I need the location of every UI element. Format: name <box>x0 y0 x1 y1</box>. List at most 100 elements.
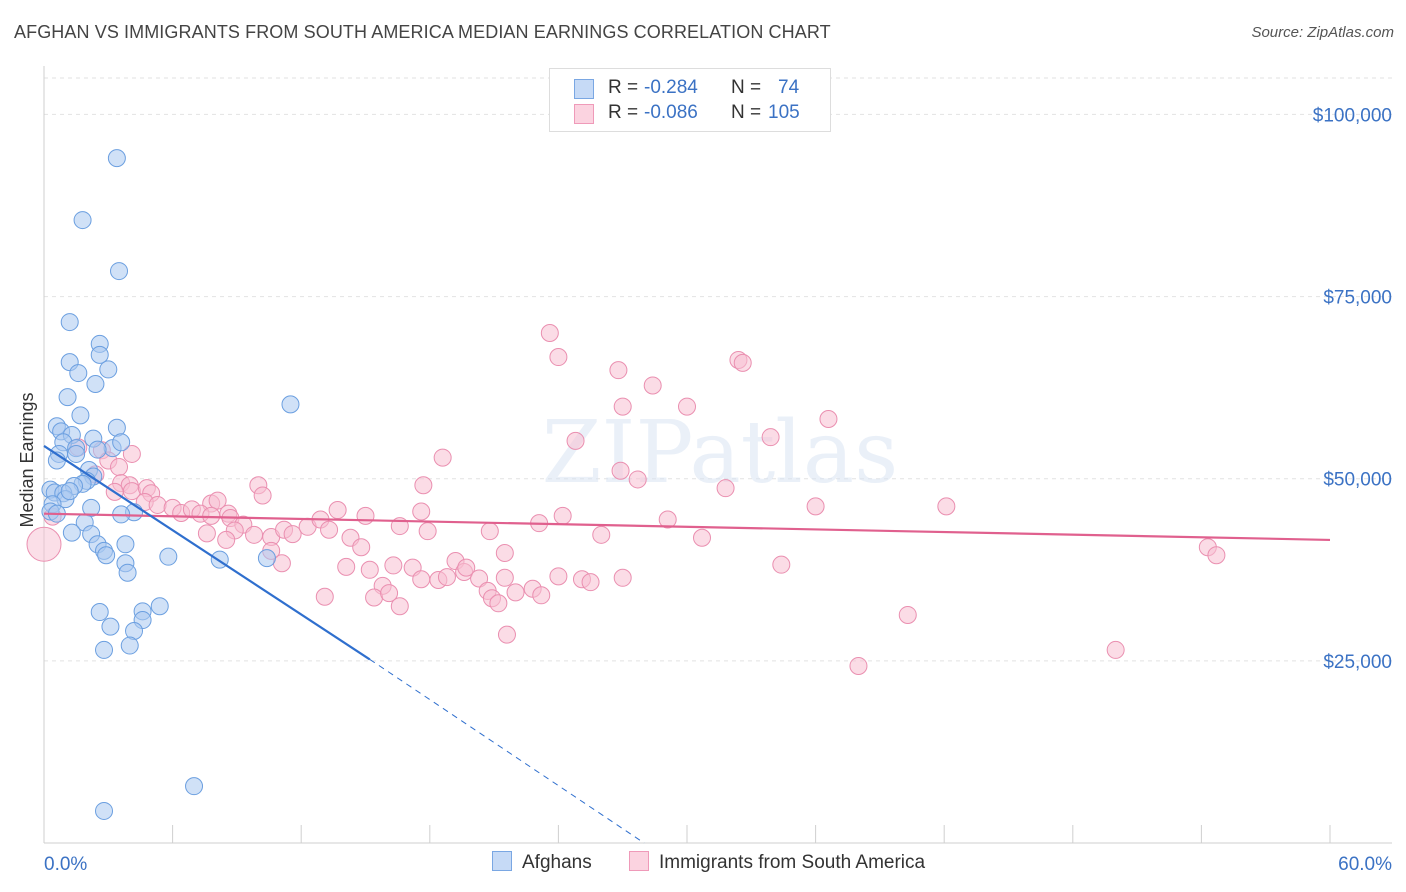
scatter-point-immigrants <box>122 444 141 463</box>
scatter-point-immigrants <box>217 530 236 549</box>
legend-n-label: N = <box>731 77 762 98</box>
scatter-point-immigrants <box>733 353 752 372</box>
y-tick-label: $75,000 <box>1323 288 1392 309</box>
scatter-point-immigrants <box>540 324 559 342</box>
scatter-point-afghans <box>112 433 131 452</box>
bottom-legend-swatch-afghans <box>492 851 512 871</box>
scatter-point-immigrants <box>761 428 780 447</box>
axis-labels: $25,000 $50,000 $75,000 $100,000 0.0% 60.0% Me… <box>17 105 1392 875</box>
legend-r-value: -0.284 <box>644 77 698 98</box>
x-tick-label-max: 60.0% <box>1338 854 1392 875</box>
scatter-point-immigrants <box>384 556 403 575</box>
scatter-point-immigrants <box>506 583 525 602</box>
axes-layer <box>43 66 1392 844</box>
scatter-point-afghans <box>90 603 109 622</box>
scatter-point-immigrants <box>320 520 339 539</box>
scatter-point-immigrants <box>806 497 825 516</box>
scatter-point-immigrants <box>208 491 227 510</box>
bottom-legend-swatch-immigrants <box>629 851 649 871</box>
scatter-point-immigrants <box>549 348 568 367</box>
scatter-point-immigrants <box>202 506 221 525</box>
scatter-point-afghans <box>71 406 90 425</box>
series-immigrants-points <box>26 324 1226 675</box>
legend-swatch-afghans <box>574 79 594 99</box>
scatter-point-immigrants <box>592 525 611 544</box>
scatter-point-afghans <box>62 523 81 542</box>
scatter-point-afghans <box>118 563 137 582</box>
scatter-point-immigrants <box>470 569 489 588</box>
scatter-point-immigrants <box>1106 640 1125 659</box>
scatter-point-immigrants <box>418 522 437 541</box>
scatter-point-immigrants <box>380 584 399 603</box>
scatter-point-immigrants <box>480 522 499 541</box>
scatter-point-immigrants <box>937 497 956 516</box>
scatter-point-afghans <box>97 546 116 565</box>
scatter-point-immigrants <box>772 555 791 574</box>
scatter-point-immigrants <box>613 397 632 416</box>
scatter-point-immigrants <box>613 568 632 587</box>
scatter-point-immigrants <box>390 597 409 616</box>
legend-swatch-immigrants <box>574 104 594 124</box>
scatter-point-immigrants <box>1207 546 1226 565</box>
scatter-point-immigrants <box>658 510 677 529</box>
chart-title: AFGHAN VS IMMIGRANTS FROM SOUTH AMERICA … <box>14 22 831 42</box>
scatter-point-immigrants <box>412 502 431 521</box>
scatter-point-immigrants <box>412 570 431 589</box>
scatter-point-immigrants <box>716 479 735 498</box>
scatter-point-afghans <box>88 440 107 459</box>
scatter-point-immigrants <box>197 524 216 543</box>
trend-line-immigrants <box>43 512 1331 542</box>
series-afghans-points <box>41 149 300 820</box>
scatter-point-immigrants <box>328 501 347 520</box>
scatter-point-immigrants <box>581 573 600 592</box>
legend-n-label: N = <box>731 102 762 123</box>
scatter-point-immigrants <box>315 587 334 606</box>
scatter-point-immigrants <box>253 486 272 505</box>
scatter-point-afghans <box>60 482 79 501</box>
scatter-point-afghans <box>116 535 135 554</box>
scatter-point-immigrants <box>414 476 433 495</box>
scatter-point-immigrants <box>566 431 585 450</box>
scatter-point-immigrants <box>495 544 514 563</box>
bottom-legend-afghans: Afghans <box>492 851 592 874</box>
scatter-point-afghans <box>281 395 300 414</box>
scatter-point-immigrants <box>849 656 868 675</box>
scatter-point-afghans <box>69 364 88 383</box>
scatter-point-immigrants <box>245 525 264 544</box>
scatter-point-immigrants <box>643 376 662 395</box>
scatter-point-afghans <box>95 801 114 820</box>
scatter-point-afghans <box>86 375 105 393</box>
scatter-point-immigrants <box>609 361 628 380</box>
legend-n-value: 105 <box>768 102 800 123</box>
scatter-point-immigrants <box>272 554 291 573</box>
y-tick-label: $100,000 <box>1313 105 1392 126</box>
scatter-point-afghans <box>110 262 129 281</box>
x-tick-label-min: 0.0% <box>44 854 87 875</box>
scatter-point-immigrants <box>283 525 302 544</box>
scatter-point-immigrants <box>819 409 838 428</box>
bottom-legend-label-immigrants: Immigrants from South America <box>659 852 926 873</box>
scatter-point-afghans <box>120 636 139 655</box>
scatter-point-afghans <box>99 360 118 379</box>
scatter-point-immigrants <box>356 506 375 525</box>
scatter-point-immigrants <box>110 458 129 477</box>
scatter-point-immigrants <box>457 558 476 577</box>
scatter-point-immigrants <box>437 568 456 587</box>
correlation-legend: R = -0.284 N = 74 R = -0.086 N = 105 <box>549 68 831 132</box>
scatter-point-immigrants <box>532 586 551 605</box>
scatter-point-immigrants <box>337 557 356 576</box>
source-note: Source: ZipAtlas.com <box>1251 24 1394 41</box>
legend-r-label: R = <box>608 102 639 123</box>
scatter-point-immigrants <box>497 625 516 644</box>
trend-lines <box>43 445 1331 844</box>
scatter-point-immigrants <box>898 605 917 624</box>
trend-line-afghans-extension <box>369 658 645 844</box>
legend-r-value: -0.086 <box>644 102 698 123</box>
scatter-point-afghans <box>58 388 77 407</box>
scatter-point-immigrants <box>352 538 371 557</box>
scatter-point-immigrants <box>549 567 568 586</box>
scatter-point-immigrants <box>553 506 572 525</box>
trend-line-afghans <box>43 445 371 661</box>
scatter-point-afghans <box>159 547 178 566</box>
